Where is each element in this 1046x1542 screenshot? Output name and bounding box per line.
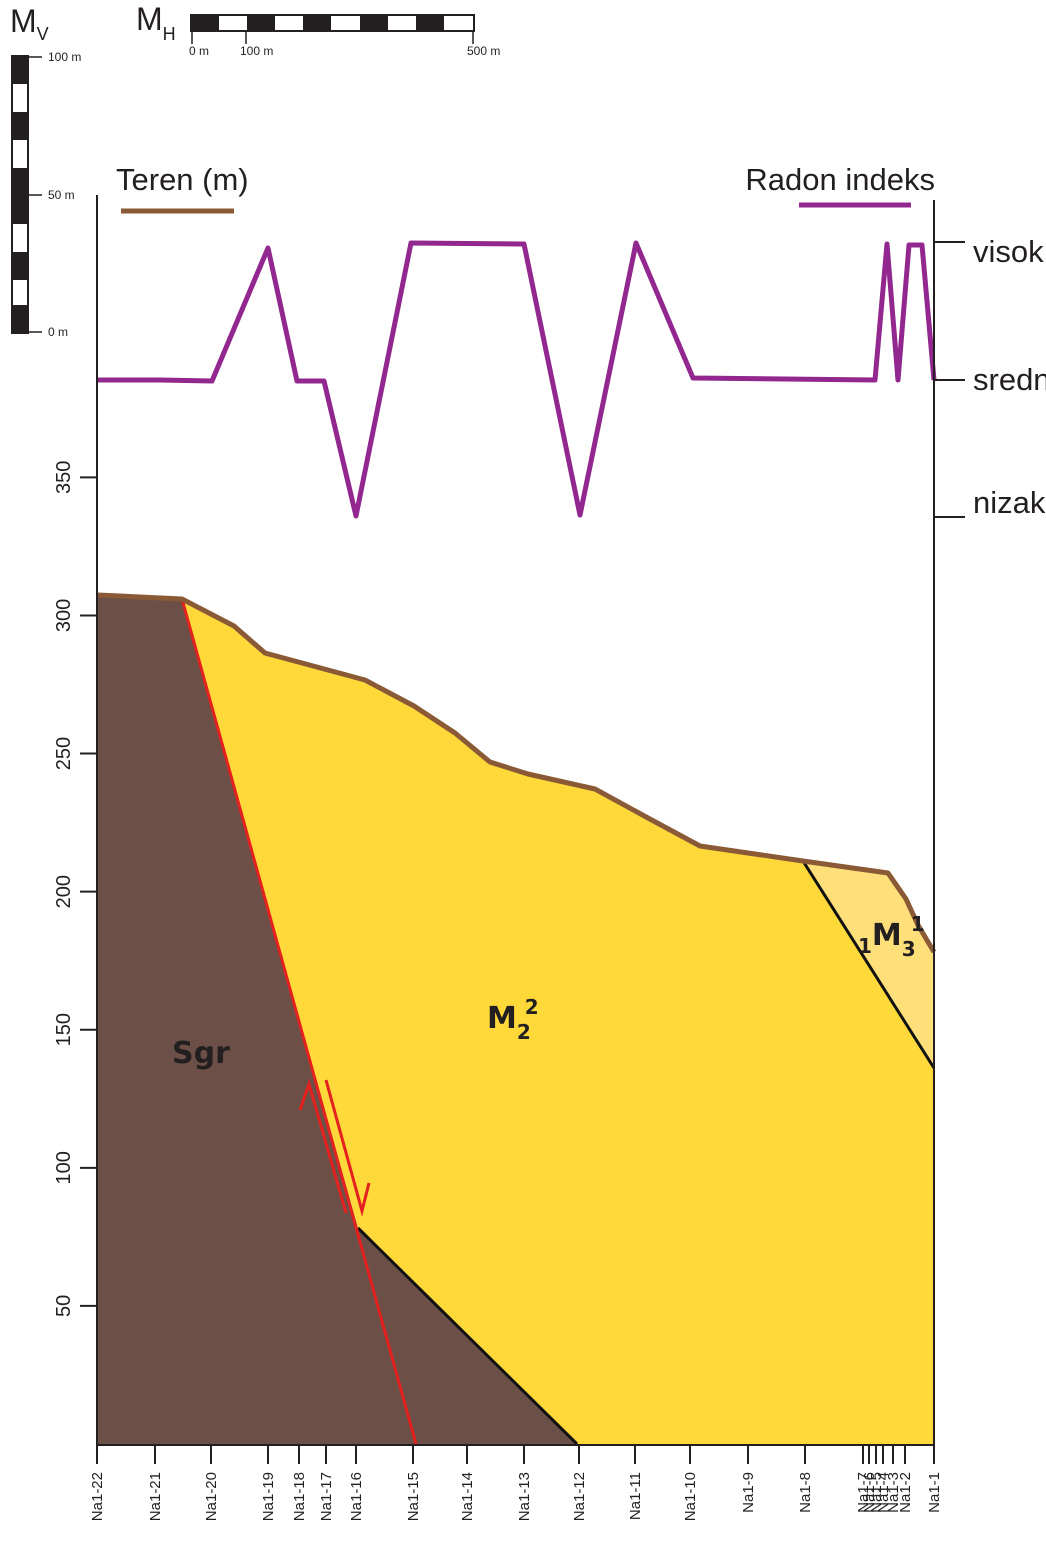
- elevation-tick-label-350: 350: [53, 461, 75, 494]
- horizontal-scale-label-0m: 0 m: [189, 44, 209, 58]
- radon-level-srednji: srednji: [973, 362, 1046, 397]
- station-label-na1-6: Na1-6: [861, 1472, 878, 1513]
- legend-terrain-label: Teren (m): [116, 162, 249, 197]
- station-label-na1-18: Na1-18: [291, 1472, 308, 1521]
- vertical-scale-title-sub: V: [37, 24, 49, 44]
- station-label-na1-9: Na1-9: [740, 1472, 757, 1513]
- vertical-scale-title: MV: [10, 3, 49, 44]
- station-label-na1-11: Na1-11: [627, 1472, 644, 1520]
- horizontal-scale-label-500m: 500 m: [467, 44, 500, 58]
- station-label-na1-1: Na1-1: [926, 1472, 943, 1513]
- station-label-na1-10: Na1-10: [682, 1472, 699, 1521]
- elevation-tick-label-300: 300: [53, 599, 75, 632]
- station-label-na1-21: Na1-21: [147, 1472, 164, 1521]
- radon-index-line: [98, 240, 937, 519]
- contact-line-m22-sgr: [356, 1226, 579, 1446]
- unit-sgr-area: [98, 595, 577, 1444]
- station-label-na1-19: Na1-19: [260, 1472, 277, 1521]
- station-label-na1-14: Na1-14: [459, 1472, 476, 1521]
- unit-label-m31-main: M: [872, 918, 902, 953]
- unit-label-m31-sup: 1: [911, 912, 925, 936]
- fault-arrow-up: [298, 1079, 348, 1214]
- station-label-na1-12: Na1-12: [571, 1472, 588, 1521]
- station-label-na1-17: Na1-17: [318, 1472, 335, 1521]
- unit-label-m31-pre: 1: [858, 934, 872, 958]
- horizontal-scale-title: MH: [136, 1, 176, 44]
- station-label-na1-13: Na1-13: [516, 1472, 533, 1521]
- fault-arrow-down: [324, 1079, 371, 1217]
- vertical-scale-label-0m: 0 m: [48, 325, 68, 339]
- unit-label-m22-main: M: [487, 1001, 517, 1036]
- terrain-line: [97, 592, 937, 954]
- legend-radon-label: Radon indeks: [745, 162, 935, 197]
- elevation-tick-label-250: 250: [53, 737, 75, 770]
- station-label-na1-5: Na1-5: [868, 1472, 885, 1513]
- elevation-tick-label-200: 200: [53, 875, 75, 908]
- vertical-scale-label-100m: 100 m: [48, 50, 81, 64]
- station-label-na1-20: Na1-20: [203, 1472, 220, 1521]
- vertical-scale-bar: [11, 55, 42, 334]
- unit-m22-area: [182, 599, 934, 1444]
- radon-level-nizak: nizak: [973, 485, 1046, 520]
- unit-label-m22: M22: [487, 995, 539, 1044]
- station-label-na1-7: Na1-7: [855, 1472, 872, 1513]
- horizontal-scale-title-sub: H: [163, 24, 176, 44]
- horizontal-scale-title-main: M: [136, 1, 163, 37]
- elevation-axis-ticks: 50 100 150 200 250 300 350: [53, 461, 97, 1317]
- vertical-scale-label-50m: 50 m: [48, 188, 75, 202]
- station-label-na1-4: Na1-4: [875, 1472, 892, 1513]
- elevation-tick-label-50: 50: [53, 1295, 75, 1317]
- station-ticks: Na1-22 Na1-21 Na1-20 Na1-19 Na1-18 Na1-17 Na1-…: [89, 1445, 943, 1521]
- station-label-na1-2: Na1-2: [897, 1472, 914, 1513]
- station-label-na1-8: Na1-8: [797, 1472, 814, 1513]
- station-label-na1-16: Na1-16: [348, 1472, 365, 1521]
- horizontal-scale-bar: [190, 14, 475, 44]
- fault-line: [180, 598, 418, 1445]
- unit-label-m31-sub: 3: [902, 937, 916, 961]
- horizontal-scale-label-100m: 100 m: [240, 44, 273, 58]
- unit-label-m22-sup: 2: [525, 995, 539, 1019]
- contact-line-m31-m22: [801, 860, 936, 1069]
- unit-label-m31: 1M31: [858, 912, 925, 961]
- unit-label-m22-sub: 2: [517, 1020, 531, 1044]
- elevation-tick-label-100: 100: [53, 1151, 75, 1184]
- unit-label-sgr: Sgr: [172, 1036, 230, 1071]
- vertical-scale-title-main: M: [10, 3, 37, 39]
- station-label-na1-15: Na1-15: [405, 1472, 422, 1521]
- radon-level-visok: visok: [973, 234, 1044, 269]
- elevation-tick-label-150: 150: [53, 1013, 75, 1046]
- station-label-na1-22: Na1-22: [89, 1472, 106, 1521]
- station-label-na1-3: Na1-3: [885, 1472, 902, 1513]
